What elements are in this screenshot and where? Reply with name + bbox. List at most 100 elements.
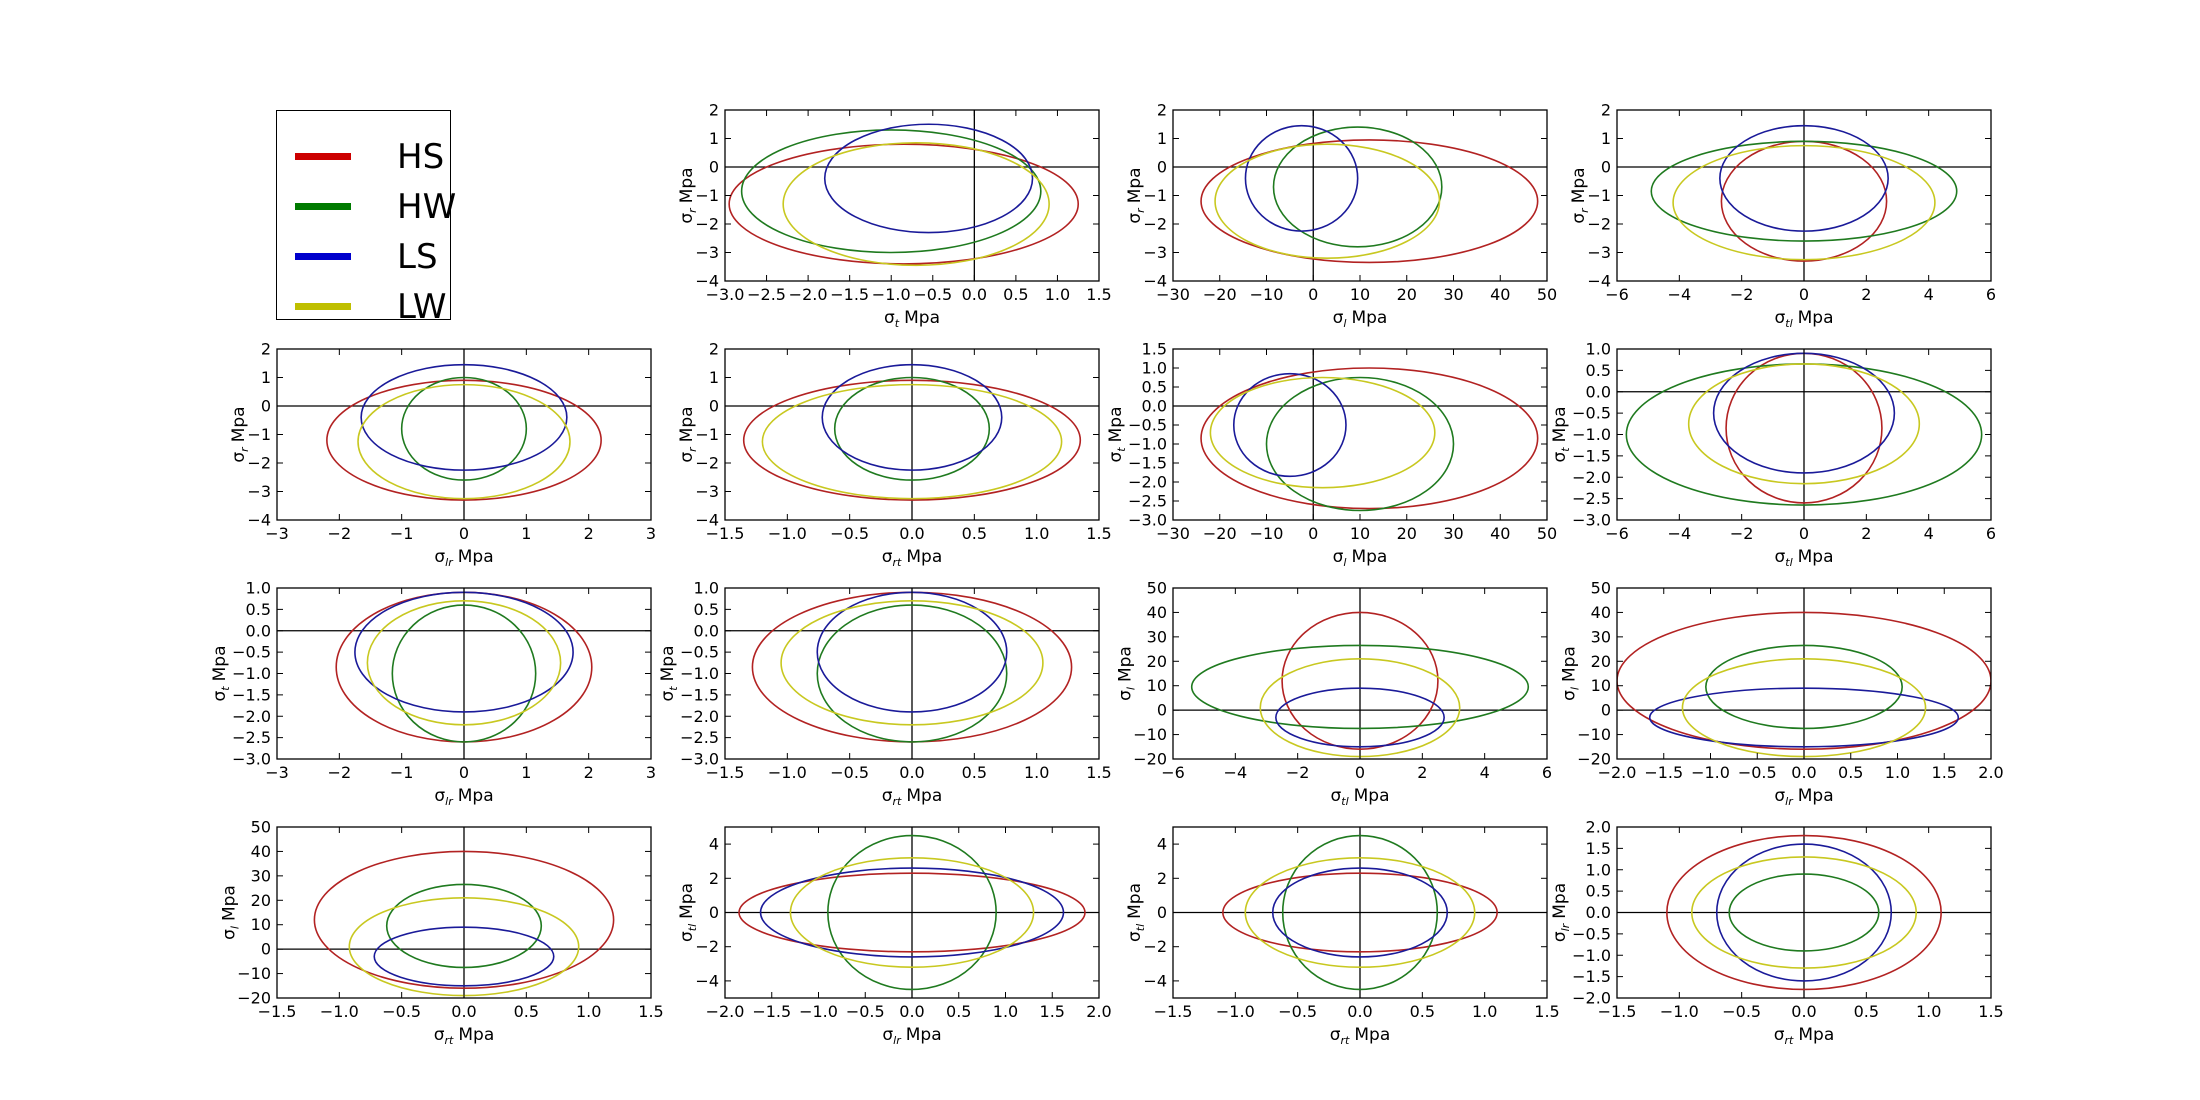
x-tick-label: −1.5 <box>706 763 745 782</box>
x-axis-label-symbol: σ <box>434 786 445 806</box>
x-tick-label: 1.5 <box>1040 1002 1065 1021</box>
y-tick-label: 1.0 <box>1586 340 1611 359</box>
y-axis-label-unit: Mpa <box>1550 883 1570 919</box>
y-axis-label-subscript: tl <box>686 924 699 931</box>
ellipse-hs <box>742 379 1082 501</box>
ellipse-ls <box>1715 843 1893 982</box>
y-tick-label: −2.5 <box>1128 492 1167 511</box>
x-tick-label: −1.0 <box>1660 1002 1699 1021</box>
y-tick-label: −0.5 <box>1572 924 1611 943</box>
x-tick-label: 0.5 <box>946 1002 971 1021</box>
ellipse-lw <box>761 383 1063 500</box>
y-axis-label-unit: Mpa <box>677 406 697 442</box>
legend-swatch-hs <box>295 153 351 160</box>
x-tick-label: 0.0 <box>899 1002 924 1021</box>
ellipse-lw <box>357 383 571 500</box>
x-tick-label: 0.0 <box>899 524 924 543</box>
y-tick-label: −3.0 <box>232 750 271 769</box>
y-axis-label-symbol: σ <box>220 929 240 940</box>
y-tick-label: 0 <box>1601 158 1611 177</box>
x-axis-label-symbol: σ <box>882 786 893 806</box>
y-axis-label-subscript: r <box>1134 207 1147 213</box>
x-tick-label: 1.0 <box>1472 1002 1497 1021</box>
y-tick-label: 2 <box>709 101 719 120</box>
x-tick-label: −3.0 <box>706 285 745 304</box>
y-tick-label: −2.0 <box>232 707 271 726</box>
y-tick-label: 50 <box>1147 579 1167 598</box>
y-tick-label: −1 <box>1587 186 1611 205</box>
x-tick-label: 1.5 <box>1086 524 1111 543</box>
x-axis-label-subscript: tl <box>1785 317 1792 330</box>
y-tick-label: −20 <box>1133 750 1167 769</box>
subplot-15: −1.5 −1.0 −0.5 0.0 0.5 1.0 1.5−2.0−1.5−1.0−0.5… <box>1550 818 2004 1048</box>
y-tick-label: 1.5 <box>1142 340 1167 359</box>
ellipse-lw <box>782 141 1050 267</box>
x-tick-label: −1.5 <box>752 1002 791 1021</box>
y-axis-label: σtl Mpa <box>677 883 699 942</box>
y-axis-label-unit: Mpa <box>658 646 678 682</box>
y-axis-label: σr Mpa <box>1125 167 1147 223</box>
x-tick-label: 1.0 <box>1045 285 1070 304</box>
y-tick-label: −2.0 <box>1572 989 1611 1008</box>
y-axis-label-symbol: σ <box>1560 690 1580 701</box>
ellipse-ls <box>823 123 1034 234</box>
legend-item-ls: LS <box>295 237 445 277</box>
x-tick-label: 0 <box>459 763 469 782</box>
x-axis-label-unit: Mpa <box>1798 1025 1834 1045</box>
y-tick-label: −20 <box>1577 750 1611 769</box>
x-tick-label: −1.0 <box>768 763 807 782</box>
x-tick-label: 20 <box>1397 524 1417 543</box>
y-tick-label: 0.5 <box>1142 378 1167 397</box>
y-tick-label: −10 <box>1577 725 1611 744</box>
y-axis-label-symbol: σ <box>210 691 230 702</box>
x-tick-label: 0.5 <box>514 1002 539 1021</box>
ellipse-hs <box>1666 834 1942 991</box>
x-tick-label: −2.5 <box>747 285 786 304</box>
x-tick-label: −4 <box>1668 524 1692 543</box>
x-tick-label: −0.5 <box>1738 763 1777 782</box>
x-axis-label-subscript: lr <box>445 556 454 569</box>
ellipse-hw <box>1190 644 1530 730</box>
x-tick-label: −0.5 <box>1722 1002 1761 1021</box>
ellipse-hs <box>1281 611 1439 751</box>
x-tick-label: 10 <box>1350 524 1370 543</box>
x-axis-label-unit: Mpa <box>906 786 942 806</box>
y-tick-label: −4 <box>1587 272 1611 291</box>
y-axis-label-subscript: t <box>667 686 680 691</box>
x-tick-label: −1.0 <box>799 1002 838 1021</box>
y-axis-label-subscript: t <box>219 686 232 691</box>
y-tick-label: −1.0 <box>1128 435 1167 454</box>
x-tick-label: 10 <box>1350 285 1370 304</box>
x-tick-label: −1.5 <box>258 1002 297 1021</box>
x-axis-label-symbol: σ <box>884 308 895 328</box>
x-tick-label: −2 <box>1730 524 1754 543</box>
subplot-13: −2.0 −1.5 −1.0 −0.5 0.0 0.5 1.0 1.5 2.0−4−2024σl… <box>677 826 1112 1047</box>
y-axis-label: σl Mpa <box>1560 646 1582 701</box>
ellipse-lw <box>789 856 1035 969</box>
y-tick-label: −1 <box>1143 186 1167 205</box>
y-tick-label: −3 <box>1143 243 1167 262</box>
y-tick-label: −0.5 <box>232 643 271 662</box>
x-tick-label: 2 <box>584 524 594 543</box>
y-tick-label: 1 <box>709 368 719 387</box>
x-tick-label: 40 <box>1490 285 1510 304</box>
ellipse-hs <box>1200 139 1539 264</box>
x-tick-label: 0.5 <box>1410 1002 1435 1021</box>
y-tick-label: −4 <box>1143 272 1167 291</box>
x-tick-label: −4 <box>1668 285 1692 304</box>
x-tick-label: −2.0 <box>789 285 828 304</box>
y-tick-label: 0.5 <box>1586 882 1611 901</box>
subplot-9: −1.5 −1.0 −0.5 0.0 0.5 1.0 1.5 −3.0 −2.5 −2.0 −1.5… <box>658 579 1112 809</box>
y-tick-label: 1.0 <box>246 579 271 598</box>
ellipse-hw <box>1281 834 1439 991</box>
y-tick-label: 20 <box>251 891 271 910</box>
y-tick-label: −2.0 <box>1128 473 1167 492</box>
y-tick-label: 0 <box>709 397 719 416</box>
y-tick-label: −1.0 <box>1572 946 1611 965</box>
ellipse-hs <box>738 872 1086 953</box>
y-axis-label-subscript: t <box>1115 447 1128 452</box>
y-axis-label: σlr Mpa <box>1550 883 1572 942</box>
y-axis-label-symbol: σ <box>1125 931 1145 942</box>
